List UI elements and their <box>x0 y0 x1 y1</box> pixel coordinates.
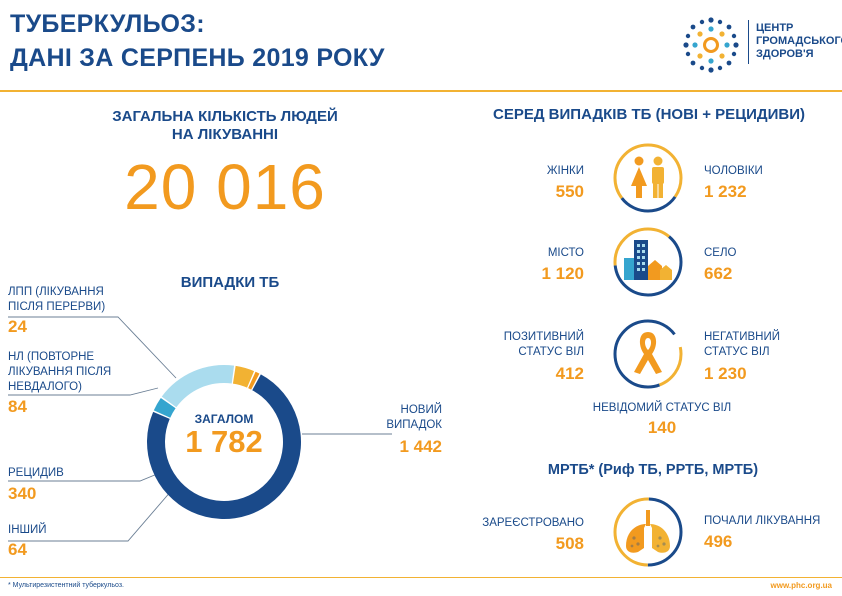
nl-value: 84 <box>8 397 27 416</box>
logo-line-2: ГРОМАДСЬКОГО <box>756 35 842 47</box>
other-value: 64 <box>8 540 27 559</box>
hiv-negative-value: 1 230 <box>704 364 747 383</box>
women-value: 550 <box>555 182 584 201</box>
cases-donut-chart <box>8 316 392 542</box>
other-label: ІНШИЙ <box>8 524 47 536</box>
donut-center-value: 1 782 <box>185 424 263 459</box>
donut-slice-1 <box>153 397 176 418</box>
mdr-registered-value: 508 <box>555 534 584 553</box>
new-case-label-line1: НОВИЙ <box>400 404 442 416</box>
nl-label-line2: ЛІКУВАННЯ ПІСЛЯ <box>8 366 112 378</box>
nl-label-line1: НЛ (ПОВТОРНЕ <box>8 351 95 363</box>
treatment-total: 20 016 <box>124 151 326 223</box>
logo-line-3: ЗДОРОВ'Я <box>756 48 814 60</box>
lpp-label-line1: ЛПП (ЛІКУВАННЯ <box>8 286 104 298</box>
mdr-started-label: ПОЧАЛИ ЛІКУВАННЯ <box>704 515 821 527</box>
mdr-registered-label: ЗАРЕЄСТРОВАНО <box>482 517 584 529</box>
hiv-unknown-label: НЕВІДОМИЙ СТАТУС ВІЛ <box>592 402 732 414</box>
treatment-heading-line1: ЗАГАЛЬНА КІЛЬКІСТЬ ЛЮДЕЙ <box>112 108 338 125</box>
hiv-negative-label: НЕГАТИВНИЙ СТАТУС ВІЛ <box>704 330 780 360</box>
leader-lines <box>8 316 392 542</box>
logo-dots-icon <box>683 17 739 73</box>
hiv-positive-label-line2: СТАТУС ВІЛ <box>518 346 584 358</box>
men-label: ЧОЛОВІКИ <box>704 165 763 177</box>
new-case-label: НОВИЙ ВИПАДОК <box>360 403 442 433</box>
mdr-started-value: 496 <box>704 532 733 551</box>
footnote: * Мультирезистентний туберкульоз. <box>8 582 124 589</box>
lungs-icon <box>613 497 683 567</box>
ribbon-icon <box>613 319 683 389</box>
lpp-label-line2: ПІСЛЯ ПЕРЕРВИ) <box>8 301 106 313</box>
among-heading: СЕРЕД ВИПАДКІВ ТБ (НОВІ + РЕЦИДИВИ) <box>492 106 806 123</box>
nl-label-line3: НЕВДАЛОГО) <box>8 381 82 393</box>
donut-slice-4 <box>248 371 260 390</box>
hiv-negative-label-line1: НЕГАТИВНИЙ <box>704 331 781 343</box>
people-icon <box>613 143 683 213</box>
header-divider <box>0 90 842 92</box>
website-link[interactable]: www.phc.org.ua <box>770 581 832 590</box>
city-icon <box>613 227 683 297</box>
hiv-positive-label: ПОЗИТИВНИЙ СТАТУС ВІЛ <box>478 330 584 360</box>
page-title-line1: ТУБЕРКУЛЬОЗ: <box>10 10 205 38</box>
hiv-negative-label-line2: СТАТУС ВІЛ <box>704 346 770 358</box>
nl-label: НЛ (ПОВТОРНЕ ЛІКУВАННЯ ПІСЛЯ НЕВДАЛОГО) <box>8 350 111 395</box>
logo-text: ЦЕНТР ГРОМАДСЬКОГО ЗДОРОВ'Я <box>756 22 842 61</box>
hiv-positive-label-line1: ПОЗИТИВНИЙ <box>503 331 584 343</box>
relapse-label: РЕЦИДИВ <box>8 467 64 479</box>
logo-line-1: ЦЕНТР <box>756 22 794 34</box>
lpp-label: ЛПП (ЛІКУВАННЯ ПІСЛЯ ПЕРЕРВИ) <box>8 285 105 315</box>
city-value: 1 120 <box>541 264 584 283</box>
village-value: 662 <box>704 264 733 283</box>
page-title-line2: ДАНІ ЗА СЕРПЕНЬ 2019 РОКУ <box>10 44 385 72</box>
donut-ring <box>146 365 301 519</box>
treatment-heading-line2: НА ЛІКУВАННІ <box>171 126 279 143</box>
donut-slice-2 <box>161 365 235 408</box>
men-value: 1 232 <box>704 182 747 201</box>
donut-center-label: ЗАГАЛОМ <box>194 412 254 426</box>
donut-slice-3 <box>232 365 255 388</box>
new-case-label-line2: ВИПАДОК <box>386 419 442 431</box>
logo-divider <box>748 20 749 64</box>
cases-heading: ВИПАДКИ ТБ <box>180 274 280 291</box>
village-label: СЕЛО <box>704 247 737 259</box>
women-label: ЖІНКИ <box>546 165 584 177</box>
hiv-unknown-value: 140 <box>647 418 677 437</box>
relapse-value: 340 <box>8 484 37 503</box>
new-case-value: 1 442 <box>399 437 442 456</box>
footer-divider <box>0 577 842 578</box>
mdr-heading: МРТБ* (Риф ТБ, РРТБ, МРТБ) <box>547 462 759 478</box>
lpp-value: 24 <box>8 317 27 336</box>
city-label: МІСТО <box>547 247 584 259</box>
hiv-positive-value: 412 <box>555 364 584 383</box>
